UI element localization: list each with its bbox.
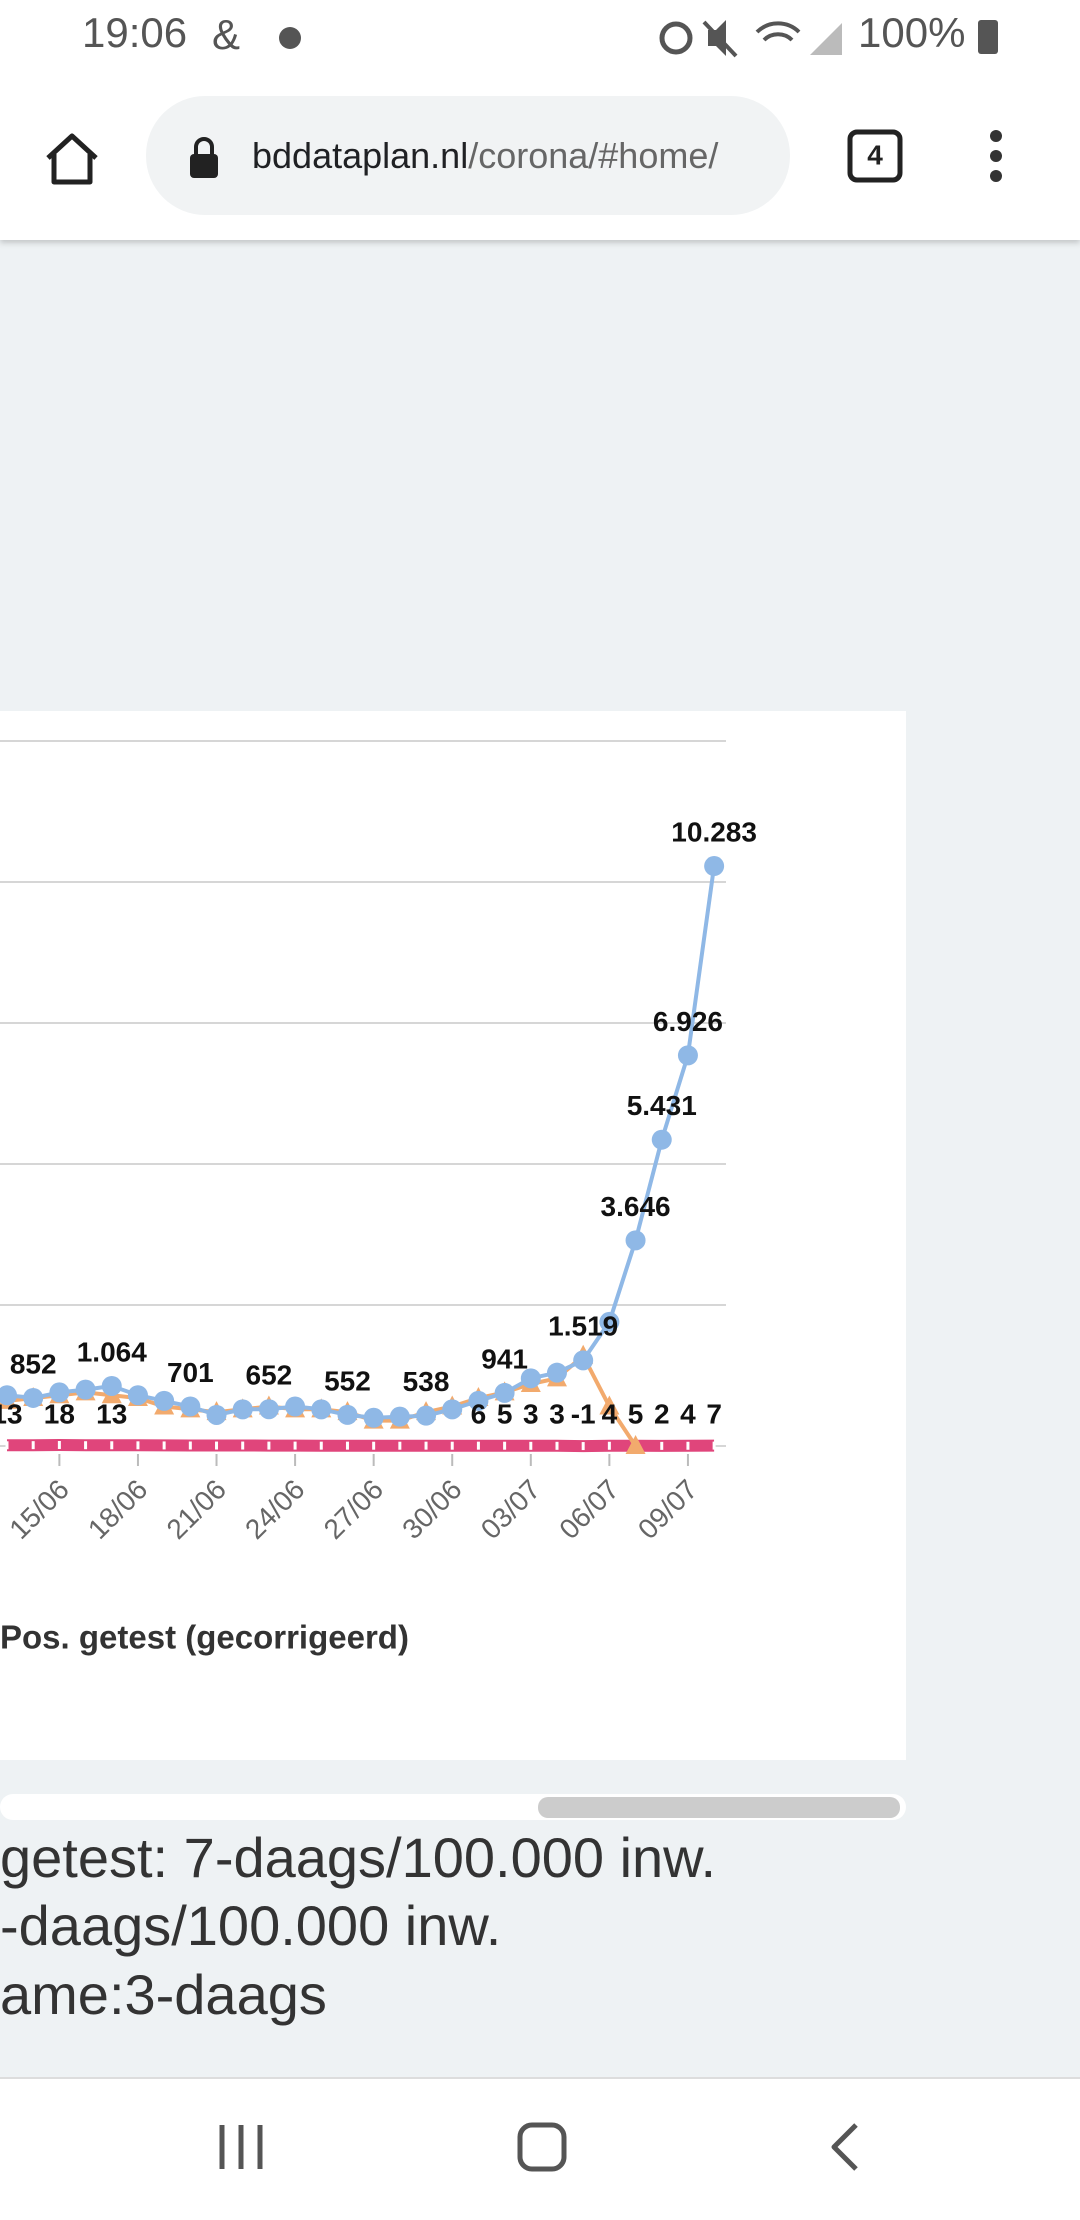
mute-slash [702, 20, 738, 58]
data-point [258, 1399, 279, 1420]
data-point [468, 1390, 489, 1411]
data-point [651, 1129, 672, 1150]
signal-icon [810, 23, 842, 55]
data-label: 13 [0, 1398, 23, 1429]
data-point [363, 1407, 384, 1428]
lock-shackle [194, 137, 214, 155]
data-point [101, 1375, 122, 1396]
home-nav-button[interactable] [517, 2122, 567, 2172]
data-label: 852 [10, 1348, 57, 1379]
data-label: 5 [628, 1398, 644, 1429]
data-point [520, 1368, 541, 1389]
lock-body [190, 154, 218, 178]
data-point [573, 1350, 594, 1371]
data-label: 18 [44, 1398, 75, 1429]
data-point [180, 1396, 201, 1417]
data-point [599, 1395, 620, 1415]
status-time: 19:06 [82, 9, 187, 56]
data-label: 4 [602, 1398, 618, 1429]
data-label: 1.064 [77, 1336, 147, 1367]
data-point [546, 1362, 567, 1383]
data-label: 941 [481, 1343, 528, 1374]
status-icons-right [659, 20, 842, 58]
data-point [206, 1404, 227, 1425]
alarm-icon [659, 21, 693, 55]
data-label: 6 [471, 1398, 487, 1429]
data-point [494, 1382, 515, 1403]
legend-entry[interactable]: Pos. getest (gecorrigeerd) [0, 1619, 409, 1656]
notification-icon [279, 27, 301, 49]
battery-percent: 100% [858, 9, 965, 56]
data-label: 552 [324, 1365, 371, 1396]
home-button[interactable] [46, 133, 98, 185]
data-label: 5.431 [627, 1090, 697, 1121]
data-label: 3.646 [601, 1191, 671, 1222]
chart-card [0, 711, 906, 1760]
wifi-icon [755, 21, 801, 42]
data-point [23, 1387, 44, 1408]
data-point [389, 1406, 410, 1427]
notification-icon: & [212, 11, 240, 58]
lock-icon [190, 137, 218, 178]
data-point [416, 1405, 437, 1426]
data-label: 538 [403, 1366, 450, 1397]
data-point [677, 1045, 698, 1066]
url-domain: bddataplan.nl [252, 135, 468, 176]
nav-bar [0, 2078, 1080, 2220]
data-label: 13 [96, 1398, 127, 1429]
data-label: 6.926 [653, 1006, 723, 1037]
data-label: -1 [571, 1398, 596, 1429]
data-point [625, 1230, 646, 1251]
data-point [704, 856, 725, 877]
data-label: 3 [549, 1398, 565, 1429]
battery-icon [978, 20, 998, 54]
data-point [337, 1404, 358, 1425]
data-label: 4 [680, 1398, 696, 1429]
data-label: 10.283 [671, 816, 757, 847]
data-point [625, 1435, 646, 1454]
data-point [75, 1379, 96, 1400]
series-line [6, 865, 717, 1420]
data-label: 1.519 [548, 1311, 618, 1342]
status-icons-left: & [212, 11, 301, 58]
data-label: 5 [497, 1398, 513, 1429]
url-path: /corona/#home/ [468, 135, 718, 176]
data-point [154, 1390, 175, 1411]
data-point [232, 1399, 253, 1420]
data-point [127, 1385, 148, 1406]
nav-buttons [219, 2122, 858, 2172]
data-point [49, 1382, 70, 1403]
menu-dot [990, 150, 1002, 162]
data-point [311, 1399, 332, 1420]
data-label: 3 [523, 1398, 539, 1429]
url-bar[interactable] [146, 96, 790, 215]
data-label: 2 [654, 1398, 670, 1429]
menu-dot [990, 170, 1002, 182]
scroll-thumb[interactable] [538, 1797, 900, 1818]
menu-dot [990, 130, 1002, 142]
data-point [442, 1399, 463, 1420]
url-text: bddataplan.nl/corona/#home/ [252, 135, 718, 176]
data-point [285, 1396, 306, 1417]
tab-count: 4 [867, 139, 883, 170]
tab-switcher[interactable] [847, 129, 903, 183]
body-text: -daags/100.000 inw. [0, 1894, 501, 1957]
data-label: 701 [167, 1357, 214, 1388]
series-line [6, 1439, 715, 1453]
data-point [599, 1311, 620, 1332]
body-text: ame:3-daags [0, 1963, 327, 2026]
data-label: 652 [246, 1360, 293, 1391]
data-point [0, 1385, 17, 1406]
recents-button[interactable] [219, 2125, 263, 2169]
back-button[interactable] [831, 2123, 858, 2171]
data-label: 7 [706, 1398, 722, 1429]
menu-button[interactable] [990, 130, 1002, 182]
body-text: getest: 7-daags/100.000 inw. [0, 1826, 716, 1889]
